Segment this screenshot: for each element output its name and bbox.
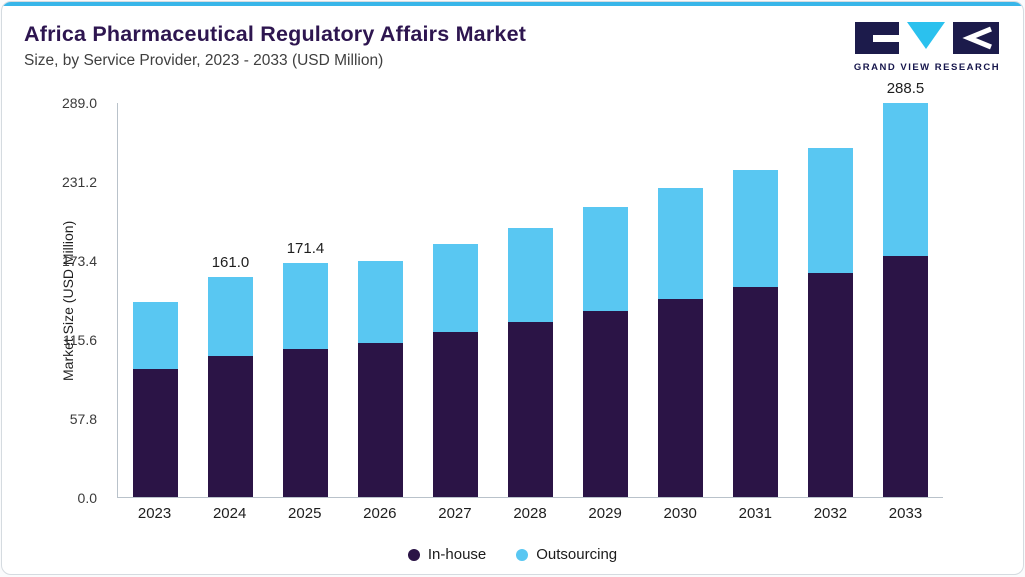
total-value-label: 288.5 (886, 79, 925, 97)
bar-segment-in-house-2030 (658, 298, 703, 497)
bar-group-2023 (118, 301, 193, 497)
logo-mark-icon (855, 22, 999, 54)
legend-item-in-house: In-house (407, 546, 487, 563)
bar-segment-in-house-2028 (508, 322, 553, 497)
y-axis-tick-label: 289.0 (61, 95, 97, 111)
bar-segment-outsourcing-2024 (208, 276, 253, 357)
total-value-label: 161.0 (211, 253, 250, 271)
chart-subtitle: Size, by Service Provider, 2023 - 2033 (… (24, 52, 384, 69)
x-axis-tick-label: 2033 (888, 505, 923, 522)
bar-group-2031 (718, 170, 793, 497)
bar-group-2032 (793, 148, 868, 497)
legend-swatch-in-house-icon (407, 548, 420, 561)
bar-segment-in-house-2025 (283, 349, 328, 497)
title-block: Africa Pharmaceutical Regulatory Affairs… (24, 22, 526, 70)
bar-segment-in-house-2027 (433, 331, 478, 497)
bar-segment-outsourcing-2029 (583, 207, 628, 312)
bar-segment-outsourcing-2030 (658, 188, 703, 299)
bar-segment-outsourcing-2032 (808, 148, 853, 273)
x-axis-tick-label: 2023 (137, 505, 172, 522)
legend-label-in-house: In-house (427, 546, 487, 563)
x-axis-tick-label: 2024 (212, 505, 247, 522)
bar-group-2027 (418, 244, 493, 497)
bar-segment-in-house-2031 (733, 286, 778, 497)
y-axis-tick-label: 0.0 (77, 490, 97, 506)
legend-swatch-outsourcing-icon (516, 548, 529, 561)
bar-segment-outsourcing-2025 (283, 262, 328, 350)
x-axis-tick-label: 2031 (738, 505, 772, 522)
y-axis-tick-label: 231.2 (61, 174, 97, 190)
bar-segment-in-house-2029 (583, 311, 628, 497)
chart-title: Africa Pharmaceutical Regulatory Affairs… (24, 22, 527, 46)
x-axis-labels: 2023 2024 2025 2026 2027 2028 2029 2030 2031 2032… (117, 505, 943, 522)
x-axis-tick-label: 2029 (588, 505, 622, 522)
bar-segment-in-house-2026 (358, 342, 403, 497)
y-axis-tick-label: 173.4 (61, 253, 97, 269)
bar-segment-outsourcing-2031 (733, 170, 778, 287)
x-axis-tick-label: 2025 (288, 505, 322, 522)
bar-group-2029 (568, 207, 643, 497)
bar-segment-outsourcing-2028 (508, 227, 553, 323)
header: Africa Pharmaceutical Regulatory Affairs… (24, 22, 1003, 73)
logo-text: GRAND VIEW RESEARCH (853, 62, 1001, 73)
bar-segment-in-house-2024 (208, 356, 253, 497)
bar-segment-outsourcing-2027 (433, 244, 478, 332)
bar-segment-in-house-2032 (808, 272, 853, 497)
legend: In-house Outsourcing (2, 546, 1023, 563)
x-axis-tick-label: 2032 (813, 505, 848, 522)
bar-segment-outsourcing-2023 (133, 301, 178, 369)
x-axis-tick-label: 2026 (363, 505, 397, 522)
legend-label-outsourcing: Outsourcing (536, 546, 618, 563)
bar-segment-in-house-2023 (133, 368, 178, 497)
x-axis-tick-label: 2027 (438, 505, 472, 522)
bar-group-2033: 288.5 (868, 80, 943, 497)
legend-item-outsourcing: Outsourcing (516, 546, 617, 563)
bar-segment-outsourcing-2033 (883, 102, 928, 257)
top-accent-bar (2, 2, 1023, 6)
y-axis-tick-label: 57.8 (69, 411, 97, 427)
grand-view-research-logo: GRAND VIEW RESEARCH (851, 22, 1003, 73)
bar-group-2026 (343, 260, 418, 497)
bar-group-2025: 171.4 (268, 240, 343, 497)
bar-group-2028 (493, 227, 568, 497)
bar-segment-outsourcing-2026 (358, 260, 403, 343)
bar-segment-in-house-2033 (883, 256, 928, 497)
plot-area: 161.0 171.4 288.5 (117, 80, 943, 498)
bar-group-2024: 161.0 (193, 254, 268, 497)
x-axis-tick-label: 2028 (513, 505, 547, 522)
x-axis-tick-label: 2030 (663, 505, 697, 522)
bar-group-2030 (643, 188, 718, 497)
y-axis-tick-label: 115.6 (63, 332, 97, 348)
total-value-label: 171.4 (286, 239, 325, 257)
y-axis-ticks: 0.0 57.8 115.6 173.4 231.2 289.0 (2, 95, 109, 506)
